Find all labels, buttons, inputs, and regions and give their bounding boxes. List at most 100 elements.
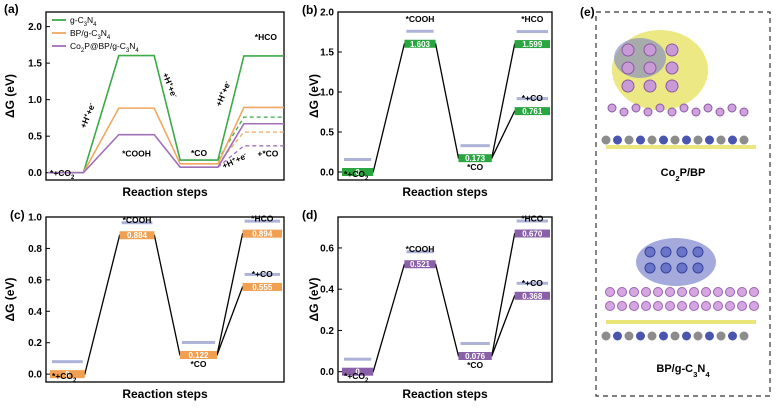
slab-layer <box>516 30 548 34</box>
atom-cn <box>601 135 611 145</box>
atom-bp <box>619 107 629 117</box>
energy-path-alt <box>216 286 282 356</box>
level-value: 0.076 <box>465 352 486 361</box>
level-value: 0.884 <box>127 231 148 240</box>
atom-cn <box>739 331 749 341</box>
series-line-Co2P@BP/g-C3N4 <box>48 122 284 174</box>
atom-cn <box>636 331 645 341</box>
atom-co <box>676 246 688 258</box>
level-value: 0.894 <box>252 230 273 239</box>
panel-label: (c) <box>10 208 25 222</box>
x-axis-label: Reaction steps <box>402 387 488 401</box>
charge-layer <box>606 145 756 149</box>
atom-bp <box>727 103 737 113</box>
atom-co <box>692 262 704 274</box>
slab-layer <box>52 360 83 364</box>
atom-bp <box>677 287 687 297</box>
x-axis-label: Reaction steps <box>122 387 208 401</box>
slab-layer <box>516 219 548 223</box>
caption-bottom: BP/g-C3N4 <box>656 363 710 379</box>
y-tick-label: 0.2 <box>320 326 334 337</box>
atom-bp <box>713 287 723 297</box>
level-label: *HCO <box>521 214 544 224</box>
level-label: *COOH <box>123 215 152 225</box>
atom-cn <box>659 331 668 341</box>
panel-e: (e) Co2P/BP BP/g-C3N4 <box>580 5 771 397</box>
atom-bp <box>605 301 615 311</box>
atom-bp <box>631 103 641 113</box>
legend-entry: BP/g-C3N4 <box>70 28 111 41</box>
level-value: 0 <box>355 168 360 177</box>
atom-cn <box>670 135 680 145</box>
atom-bp <box>749 287 759 297</box>
structure-bp-gc3n4 <box>601 238 759 341</box>
slab-layer <box>344 357 372 361</box>
atom-cn <box>728 135 737 145</box>
level-bar <box>242 229 282 238</box>
y-tick-label: 0.2 <box>28 338 42 349</box>
panel-label: (b) <box>302 3 317 17</box>
atom-p <box>643 43 657 57</box>
panel-d: 0.00.20.40.6ΔG (eV)Reaction steps(d)0*+C… <box>302 208 553 401</box>
slab-layer <box>344 158 372 161</box>
slab-layer <box>516 281 548 285</box>
atom-bp <box>739 107 749 117</box>
atom-bp <box>653 301 663 311</box>
atom-co <box>660 262 672 274</box>
level-value: 0.521 <box>410 260 431 269</box>
atom-bp <box>677 301 687 311</box>
level-value: 0.670 <box>522 230 543 239</box>
y-tick-label: 1.0 <box>320 88 334 99</box>
atom-bp <box>665 287 675 297</box>
slab-layer <box>244 272 280 276</box>
level-value: 0 <box>355 368 360 377</box>
atom-bp <box>607 103 617 113</box>
atom-cn <box>624 331 634 341</box>
y-tick-label: 2.0 <box>28 22 42 33</box>
y-tick-label: 0.0 <box>320 367 334 378</box>
plot-frame <box>45 11 285 181</box>
atom-bp <box>667 107 677 117</box>
level-bar <box>458 154 492 163</box>
y-tick-label: 0.4 <box>28 307 42 318</box>
atom-cn <box>705 135 714 145</box>
level-bar <box>50 370 85 379</box>
atom-cn <box>647 135 657 145</box>
y-axis-label: ΔG (eV) <box>307 278 321 322</box>
charge-density-blue <box>636 238 716 286</box>
atom-cn <box>647 331 657 341</box>
annotation-hco: *HCO <box>255 32 278 42</box>
atom-cn <box>693 331 703 341</box>
structure-co2p-bp <box>601 30 756 149</box>
panel-b: 0.0 0.5 1.0 1.5 2.0 ΔG (eV) Reaction steps (b) 0… <box>302 3 553 199</box>
atom-bp <box>641 301 651 311</box>
legend-entry: Co2P@BP/g-C3N4 <box>70 41 139 54</box>
level-bar <box>342 367 374 376</box>
atom-bp <box>689 287 699 297</box>
atom-co <box>676 262 688 274</box>
atom-bp <box>701 301 711 311</box>
atom-p <box>621 61 635 75</box>
level-bar <box>514 291 550 300</box>
atom-bp <box>655 103 665 113</box>
atom-cn <box>682 135 691 145</box>
energy-path-alt <box>491 295 550 357</box>
atom-bp <box>749 301 759 311</box>
slab-layer <box>460 144 490 148</box>
atom-bp <box>617 301 627 311</box>
atom-bp <box>691 107 701 117</box>
panel-label-e: (e) <box>580 5 595 19</box>
y-tick-label: 1.5 <box>320 48 334 59</box>
atom-bp <box>737 301 747 311</box>
atom-bp <box>665 301 675 311</box>
level-bar <box>514 107 550 116</box>
level-label: *CO <box>467 360 483 370</box>
panel-label-a: (a) <box>4 2 19 16</box>
atom-bp <box>617 287 627 297</box>
slab-layer <box>181 340 216 344</box>
level-bar <box>458 352 492 361</box>
y-tick-label: 0.4 <box>320 285 334 296</box>
level-label: *HCO <box>251 214 274 224</box>
atom-cn <box>739 135 749 145</box>
